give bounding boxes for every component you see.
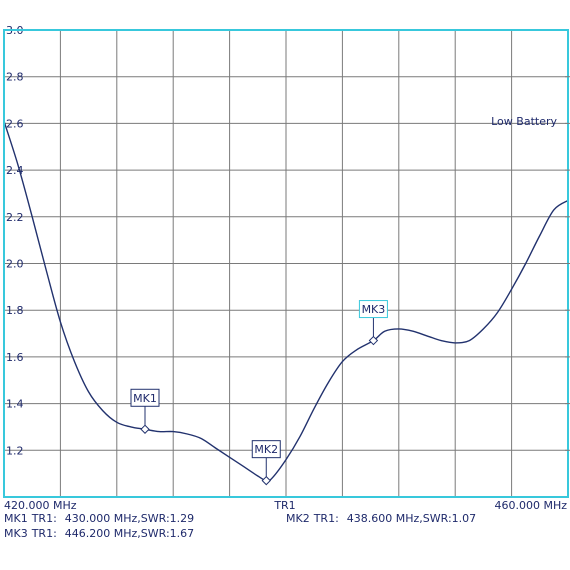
marker-label-box xyxy=(358,300,388,319)
y-tick-label: 1.8 xyxy=(6,304,24,317)
marker-value: 430.000 MHz,SWR:1.29 xyxy=(64,512,195,525)
x-end-label: 460.000 MHz xyxy=(494,499,567,512)
y-tick-label: 2.0 xyxy=(6,258,24,271)
marker-label: MK2 xyxy=(254,443,278,456)
marker-trace: TR1: xyxy=(313,512,339,525)
battery-status: Low Battery xyxy=(491,115,557,128)
marker-trace: TR1: xyxy=(31,527,57,540)
marker-mk2[interactable]: MK2 xyxy=(251,440,281,486)
y-tick-label: 2.2 xyxy=(6,211,24,224)
marker-readout-mk2: MK2 TR1: 438.600 MHz,SWR:1.07 xyxy=(286,512,476,525)
marker-label-box xyxy=(251,440,281,459)
y-tick-label: 1.6 xyxy=(6,351,24,364)
marker-label: MK1 xyxy=(133,392,157,405)
grid xyxy=(4,30,568,497)
marker-id: MK1 xyxy=(4,512,28,525)
x-start-label: 420.000 MHz xyxy=(4,499,77,512)
marker-mk3[interactable]: MK3 xyxy=(358,300,388,346)
frame xyxy=(3,29,570,498)
marker-readout-mk1: MK1 TR1: 430.000 MHz,SWR:1.29 xyxy=(4,512,194,525)
marker-label-box xyxy=(130,388,160,407)
y-axis-ticks: 3.02.82.62.42.22.01.81.61.41.2 xyxy=(6,24,24,457)
y-tick-label: 2.6 xyxy=(6,117,24,130)
marker-readout-mk3: MK3 TR1: 446.200 MHz,SWR:1.67 xyxy=(4,527,194,540)
labels: Low Battery 420.000 MHz TR1 460.000 MHz xyxy=(4,115,567,512)
y-tick-label: 1.2 xyxy=(6,444,24,457)
markers: MK1 MK2 MK3 xyxy=(130,300,388,486)
marker-mk1[interactable]: MK1 xyxy=(130,388,160,434)
swr-trace-line xyxy=(3,120,569,482)
marker-value: 438.600 MHz,SWR:1.07 xyxy=(346,512,477,525)
marker-trace: TR1: xyxy=(31,512,57,525)
marker-diamond-icon xyxy=(368,335,379,346)
y-tick-label: 2.8 xyxy=(6,71,24,84)
marker-id: MK3 xyxy=(4,527,28,540)
trace xyxy=(3,120,569,482)
marker-diamond-icon xyxy=(261,475,271,486)
marker-id: MK2 xyxy=(286,512,310,525)
trace-name-label: TR1 xyxy=(273,499,295,512)
marker-value: 446.200 MHz,SWR:1.67 xyxy=(64,527,195,540)
marker-label: MK3 xyxy=(362,303,386,316)
y-tick-label: 1.4 xyxy=(6,398,24,411)
marker-diamond-icon xyxy=(140,424,150,434)
